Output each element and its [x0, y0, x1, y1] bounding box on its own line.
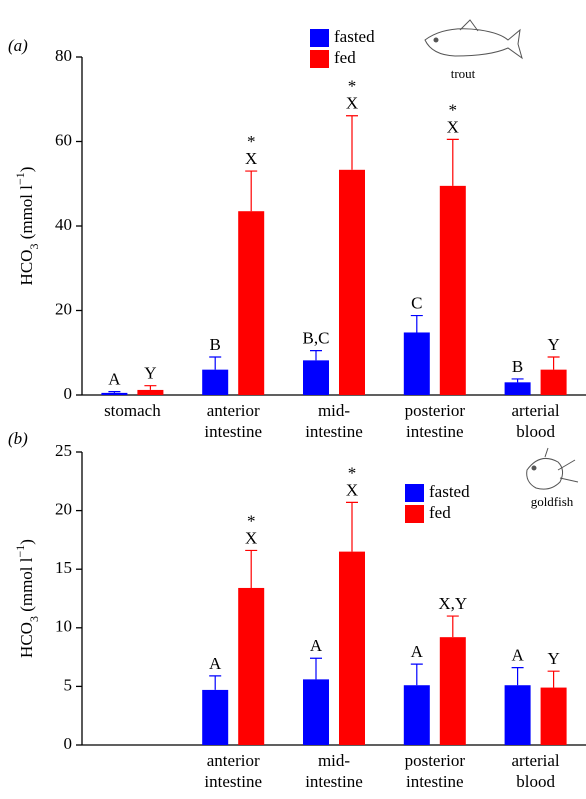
bar — [303, 679, 329, 745]
y-tick-label: 80 — [55, 46, 72, 65]
annotation: A — [108, 370, 121, 389]
x-tick-label: anterior intestine — [204, 401, 262, 441]
error-bar — [511, 378, 524, 383]
error-bar — [108, 391, 121, 393]
annotation: Y — [144, 364, 156, 383]
y-tick-label: 20 — [55, 299, 72, 318]
error-bar — [310, 657, 322, 680]
annotation: B,C — [303, 329, 330, 348]
error-bar — [446, 138, 459, 186]
y-tick-label: 60 — [55, 130, 72, 149]
x-tick-label: mid-intestine — [305, 401, 363, 441]
annotation: X — [346, 480, 358, 499]
bar — [540, 687, 567, 745]
annotation: B — [210, 335, 221, 354]
bar — [238, 211, 265, 395]
bar — [540, 369, 567, 395]
x-tick-label: posterior intestine — [405, 401, 466, 441]
legend-swatch — [405, 484, 424, 502]
bar — [202, 689, 229, 745]
error-bar — [547, 356, 560, 370]
y-tick-label: 10 — [55, 617, 72, 636]
annotation: X,Y — [438, 594, 467, 613]
trout-icon — [424, 19, 523, 60]
y-tick-label: 40 — [55, 215, 72, 234]
bar — [403, 685, 430, 745]
bar — [238, 587, 265, 745]
error-bar — [346, 115, 358, 170]
error-bar — [209, 675, 222, 690]
annotation: A — [209, 654, 222, 673]
annotation: C — [411, 293, 422, 312]
legend-label: fasted — [429, 482, 470, 501]
bar — [137, 389, 164, 395]
x-tick-label: arterial blood — [512, 751, 560, 791]
annotation: B — [512, 357, 523, 376]
annotation: A — [411, 642, 424, 661]
y-tick-label: 5 — [64, 675, 73, 694]
bar — [339, 551, 365, 745]
significance-star: * — [348, 463, 357, 482]
bar — [504, 685, 531, 745]
error-bar — [511, 667, 524, 686]
y-tick-label: 0 — [64, 734, 73, 753]
legend-swatch — [405, 505, 424, 523]
annotation: X — [447, 117, 459, 136]
bar — [303, 360, 329, 395]
bar — [403, 332, 430, 395]
error-bar — [209, 356, 222, 370]
error-bar — [144, 385, 157, 390]
animal-label: trout — [451, 66, 476, 81]
y-axis-label: HCO3 (mmol l−1) — [13, 539, 41, 658]
bar — [202, 369, 229, 395]
panel-label: (b) — [8, 429, 28, 448]
significance-star: * — [247, 132, 256, 151]
legend-label: fed — [429, 503, 451, 522]
x-tick-label: posterior intestine — [405, 751, 466, 791]
annotation: Y — [547, 649, 559, 668]
significance-star: * — [247, 511, 256, 530]
annotation: X — [346, 94, 358, 113]
error-bar — [310, 350, 322, 361]
error-bar — [410, 314, 423, 333]
annotation: A — [511, 646, 524, 665]
y-axis-label: HCO3 (mmol l−1) — [13, 167, 41, 286]
significance-star: * — [348, 77, 357, 96]
legend-label: fasted — [334, 27, 375, 46]
annotation: X — [245, 149, 257, 168]
bar — [339, 169, 365, 395]
y-tick-label: 0 — [64, 384, 73, 403]
goldfish-icon — [526, 447, 579, 490]
x-tick-label: mid-intestine — [305, 751, 363, 791]
x-tick-label: anterior intestine — [204, 751, 262, 791]
y-tick-label: 20 — [55, 500, 72, 519]
error-bar — [245, 549, 258, 588]
legend-swatch — [310, 29, 329, 47]
error-bar — [446, 615, 459, 638]
legend-label: fed — [334, 48, 356, 67]
y-tick-label: 25 — [55, 441, 72, 460]
error-bar — [346, 501, 358, 552]
error-bar — [410, 663, 423, 686]
annotation: Y — [547, 335, 559, 354]
bar — [439, 637, 466, 745]
x-tick-label: arterial blood — [512, 401, 560, 441]
bar — [101, 392, 128, 395]
panel-label: (a) — [8, 36, 28, 55]
error-bar — [547, 670, 560, 688]
x-tick-label: stomach — [104, 401, 161, 420]
legend-swatch — [310, 50, 329, 68]
y-tick-label: 15 — [55, 558, 72, 577]
animal-label: goldfish — [531, 494, 574, 509]
annotation: X — [245, 528, 257, 547]
bar — [504, 382, 531, 395]
error-bar — [245, 170, 258, 212]
bar — [439, 185, 466, 395]
annotation: A — [310, 636, 323, 655]
significance-star: * — [449, 100, 458, 119]
